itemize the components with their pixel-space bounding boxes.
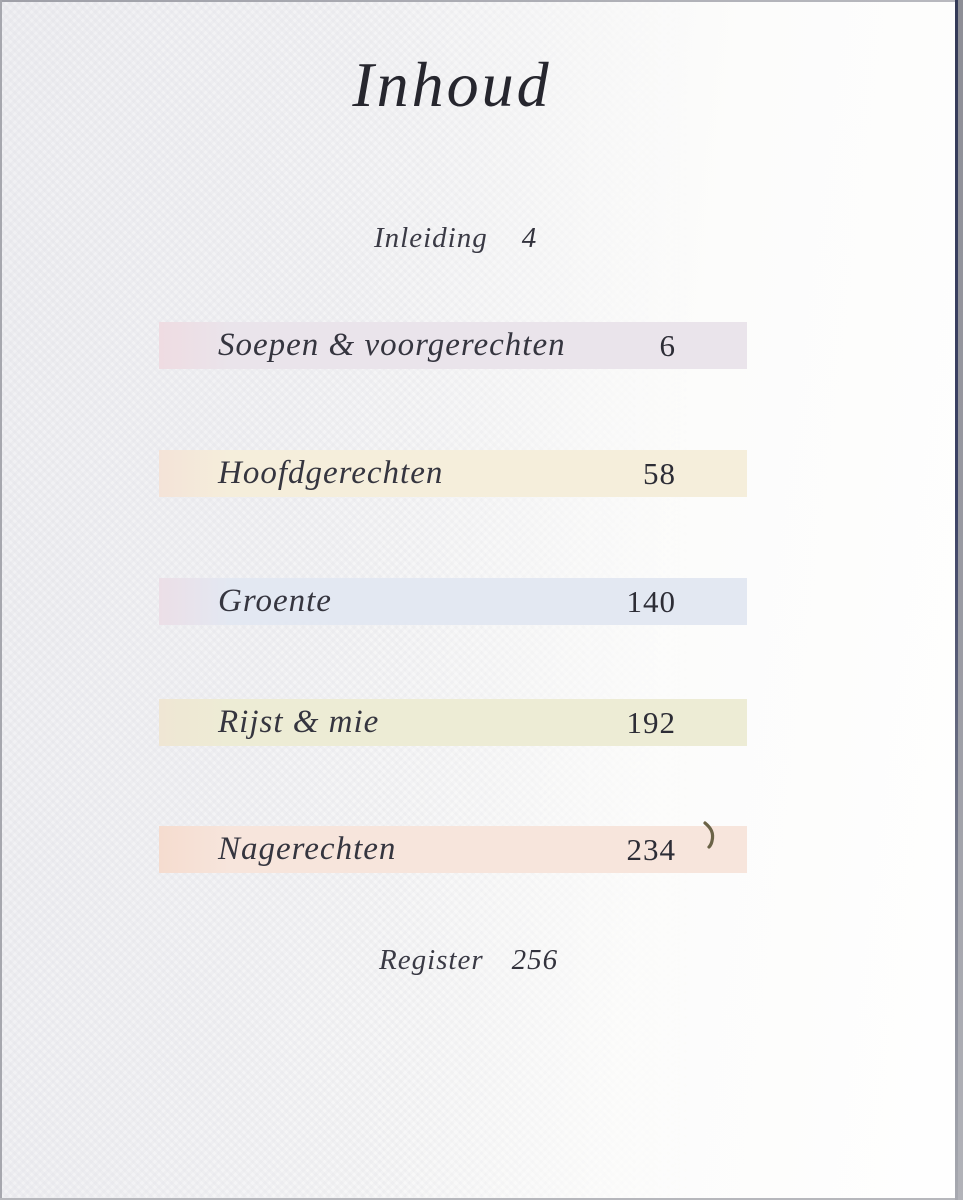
- book-spine-edge: [955, 0, 958, 1200]
- register-label: Register: [379, 944, 484, 976]
- intro-page-number: 4: [521, 222, 538, 254]
- chapter-page-number: 58: [643, 455, 676, 491]
- chapter-band: Groente 140: [159, 578, 747, 625]
- chapter-title: Groente: [218, 583, 332, 619]
- chapter-title: Rijst & mie: [218, 704, 380, 740]
- chapter-band: Rijst & mie 192: [159, 699, 747, 746]
- intro-entry: Inleiding 4: [374, 222, 537, 255]
- scan-border-left: [0, 0, 2, 1200]
- register-page-number: 256: [511, 944, 559, 976]
- intro-label: Inleiding: [374, 222, 488, 254]
- scan-border-bottom: [0, 1198, 963, 1200]
- chapter-title: Soepen & voorgerechten: [218, 327, 566, 363]
- scan-border-top: [0, 0, 963, 2]
- chapter-page-number: 192: [626, 704, 676, 740]
- chapter-title: Hoofdgerechten: [218, 455, 444, 491]
- ink-speck-icon: [703, 821, 715, 849]
- chapter-band: Nagerechten 234: [159, 826, 747, 873]
- chapter-band: Hoofdgerechten 58: [159, 450, 747, 497]
- chapter-band: Soepen & voorgerechten 6: [159, 322, 747, 369]
- chapter-page-number: 140: [626, 583, 676, 619]
- chapter-page-number: 6: [659, 327, 676, 363]
- scan-border-right: [958, 0, 963, 1200]
- register-entry: Register 256: [379, 944, 558, 977]
- ink-speck-path: [703, 821, 715, 849]
- chapter-page-number: 234: [626, 831, 676, 867]
- page-title: Inhoud: [352, 49, 552, 120]
- chapter-title: Nagerechten: [218, 831, 397, 867]
